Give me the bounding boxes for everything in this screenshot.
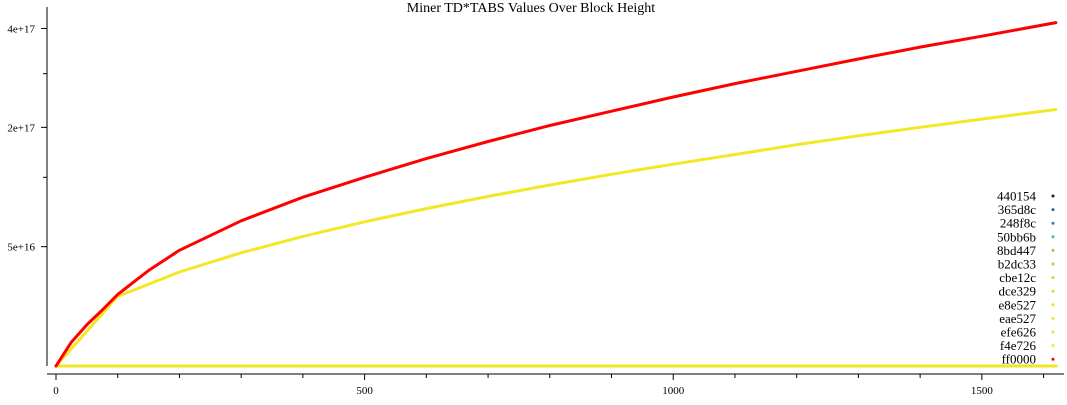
axis-ticks: 0 500 1000 1500 5e+16 2e+17 4e+17 (7, 23, 1045, 397)
legend-marker (1051, 357, 1055, 361)
legend-label: dce329 (998, 284, 1036, 299)
legend-marker (1051, 235, 1055, 239)
y-tick-label: 5e+16 (7, 242, 35, 254)
legend: 440154365d8c248f8c50bb6b8bd447b2dc33cbe1… (997, 189, 1055, 367)
legend-marker (1051, 208, 1055, 212)
legend-label: efe626 (1001, 325, 1037, 340)
legend-label: 440154 (997, 189, 1037, 204)
series-line-ff0000 (54, 21, 1058, 368)
legend-label: f4e726 (1000, 338, 1037, 353)
legend-label: b2dc33 (998, 257, 1036, 272)
x-tick-label: 1000 (662, 385, 685, 397)
legend-label: 365d8c (998, 202, 1037, 217)
x-tick-label: 500 (356, 385, 373, 397)
axes (46, 7, 1064, 375)
legend-marker (1051, 194, 1055, 198)
legend-marker (1051, 303, 1055, 307)
legend-label: ff0000 (1002, 352, 1036, 367)
legend-label: 50bb6b (997, 229, 1036, 244)
legend-marker (1051, 262, 1055, 266)
x-tick-label: 1500 (971, 385, 994, 397)
legend-label: 8bd447 (997, 243, 1037, 258)
legend-marker (1051, 330, 1055, 334)
series-line-f4e726 (54, 108, 1058, 368)
y-tick-label: 2e+17 (7, 122, 35, 134)
y-tick-label: 4e+17 (7, 23, 35, 35)
chart-title: Miner TD*TABS Values Over Block Height (407, 1, 656, 16)
legend-marker (1051, 344, 1055, 348)
legend-label: eae527 (999, 311, 1036, 326)
x-tick-label: 0 (53, 385, 59, 397)
legend-marker (1051, 248, 1055, 252)
legend-label: cbe12c (999, 270, 1036, 285)
legend-marker (1051, 289, 1055, 293)
legend-marker (1051, 276, 1055, 280)
legend-label: 248f8c (1000, 216, 1036, 231)
legend-label: e8e527 (998, 297, 1036, 312)
data-series (54, 21, 1058, 368)
legend-marker (1051, 316, 1055, 320)
legend-marker (1051, 221, 1055, 225)
